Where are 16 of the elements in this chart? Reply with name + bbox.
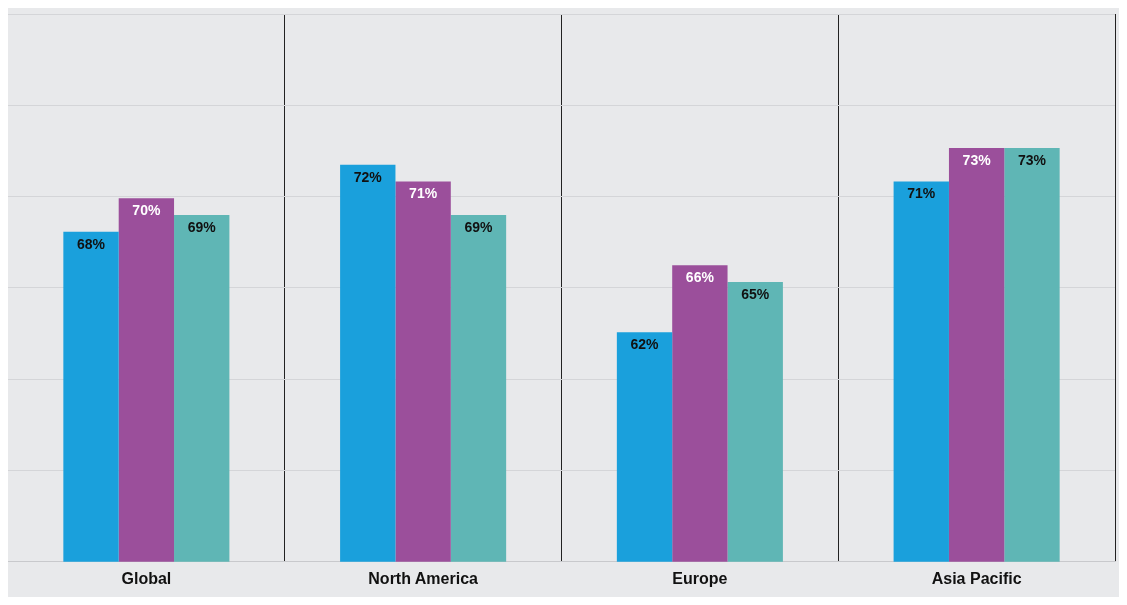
data-label: 73% — [962, 151, 992, 168]
data-label: 70% — [132, 202, 161, 219]
data-label: 72% — [353, 168, 383, 185]
data-label: 62% — [630, 336, 660, 353]
data-label: 71% — [409, 185, 438, 202]
x-tick-label: Global — [121, 569, 172, 587]
data-label: 69% — [187, 218, 217, 235]
data-label: 68% — [77, 235, 106, 252]
data-label: 73% — [1017, 151, 1047, 168]
data-label: 65% — [741, 285, 770, 302]
data-label: 69% — [464, 218, 494, 235]
data-label: 66% — [685, 269, 715, 286]
x-tick-label: Europe — [672, 569, 728, 587]
x-tick-label: North America — [368, 569, 479, 587]
data-label: 71% — [907, 185, 936, 202]
x-tick-label: Asia Pacific — [931, 569, 1022, 587]
